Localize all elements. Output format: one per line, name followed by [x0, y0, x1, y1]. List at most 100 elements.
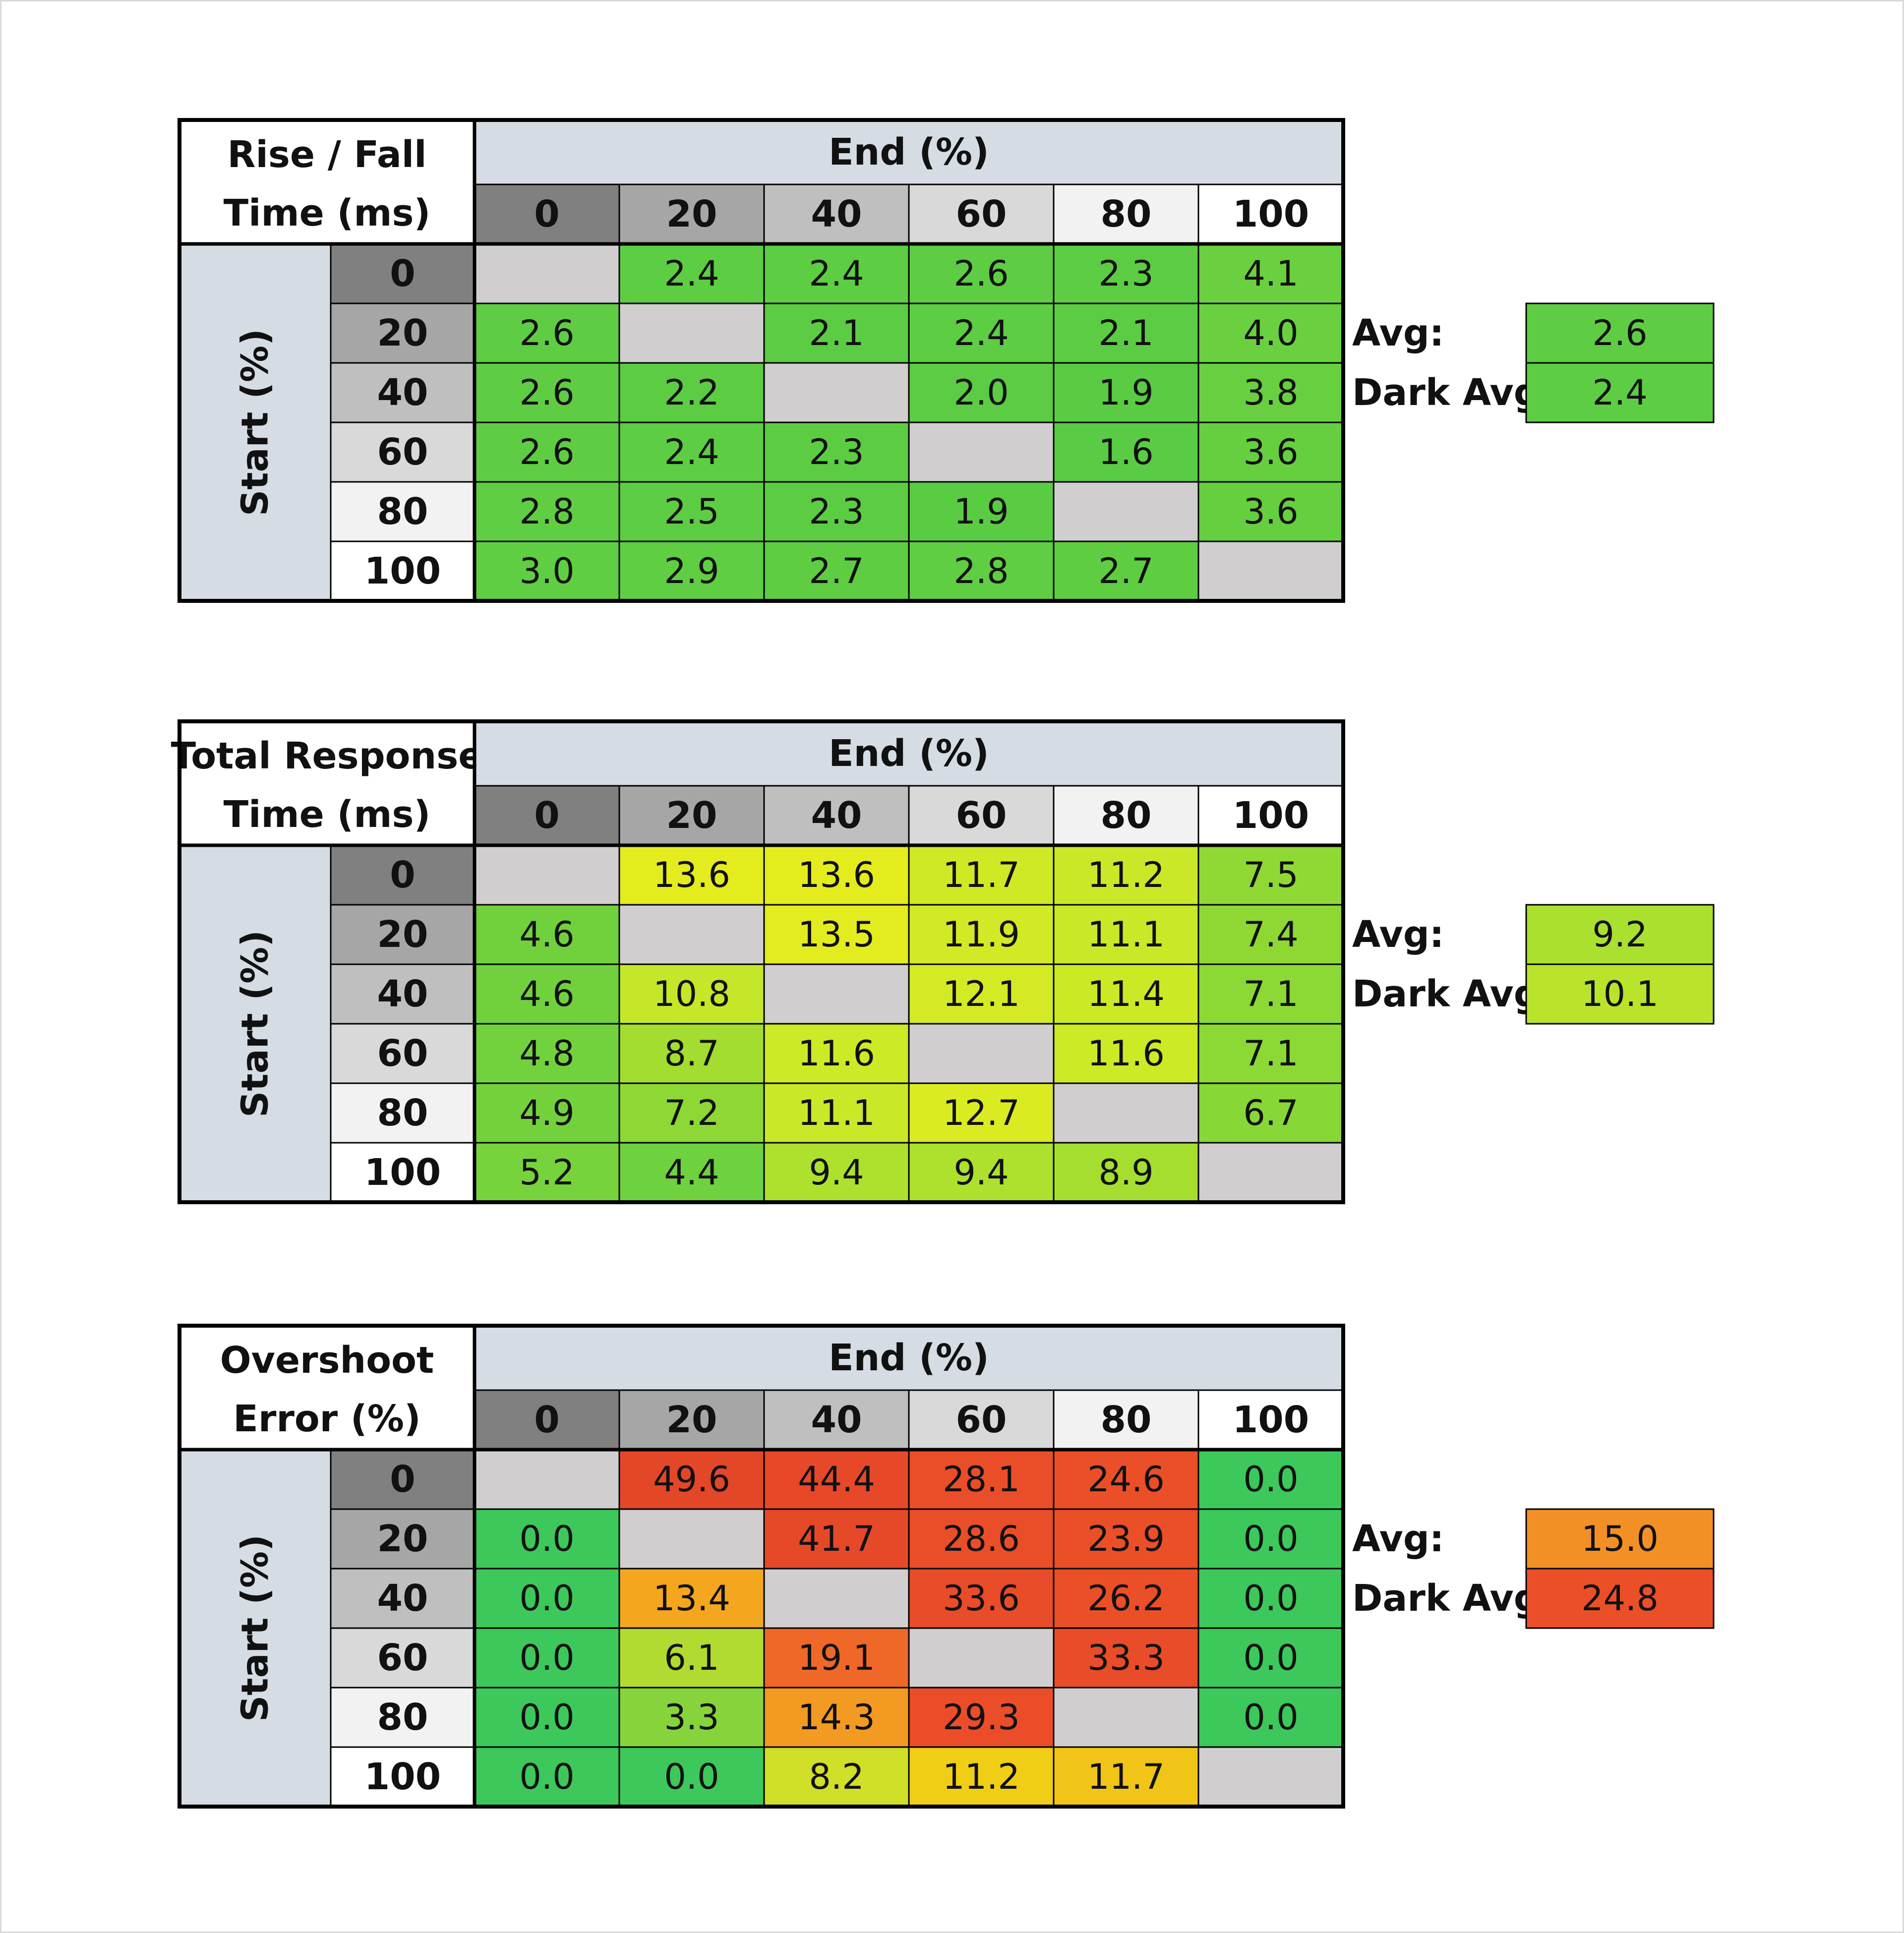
heatmap-cell [618, 302, 765, 364]
table-border [178, 719, 1345, 1204]
heatmap-cell [474, 1687, 620, 1748]
column-header-label: 60 [956, 193, 1007, 235]
row-header-label: 80 [377, 1092, 428, 1134]
heatmap-cell [908, 1687, 1055, 1748]
cell-value: 2.5 [664, 491, 719, 532]
dark-avg-value-box [1525, 362, 1715, 423]
heatmap-cell [618, 1746, 765, 1808]
heatmap-cell [763, 1568, 910, 1629]
column-header [1053, 785, 1199, 846]
cell-value: 11.1 [798, 1093, 875, 1133]
row-header-label: 60 [377, 1637, 428, 1679]
column-header-label: 20 [666, 193, 717, 235]
heatmap-cell [618, 540, 765, 602]
heatmap-cell [1053, 904, 1199, 965]
cell-value: 0.0 [664, 1757, 719, 1797]
avg-value: 15.0 [1581, 1519, 1659, 1559]
heatmap-cell [1197, 362, 1344, 423]
heatmap-cell [1197, 1082, 1344, 1144]
cell-value: 3.0 [519, 551, 574, 591]
heatmap-cell [1197, 1142, 1344, 1203]
row-header-label: 100 [364, 1756, 441, 1798]
dark-avg-value-box [1525, 1568, 1715, 1629]
heatmap-cell [1197, 1023, 1344, 1084]
heatmap-cell [908, 1082, 1055, 1144]
heatmap-cell [618, 1687, 765, 1748]
heatmap-cell [1197, 963, 1344, 1025]
cell-value: 1.6 [1098, 432, 1153, 472]
row-header-label: 20 [377, 913, 428, 956]
heatmap-cell [908, 1508, 1055, 1570]
cell-value: 33.3 [1087, 1638, 1165, 1678]
heatmap-cell [1053, 1568, 1199, 1629]
cell-value: 7.1 [1243, 974, 1298, 1014]
column-header-label: 40 [811, 794, 862, 837]
row-header [330, 1023, 476, 1084]
cell-value: 4.6 [519, 914, 574, 955]
cell-value: 14.3 [798, 1697, 875, 1738]
column-header-label: 20 [666, 1399, 717, 1441]
heatmap-cell [618, 1508, 765, 1570]
heatmap-cell [474, 1023, 620, 1084]
table-title-line: Overshoot [220, 1339, 434, 1382]
cell-value: 11.2 [943, 1757, 1020, 1797]
row-header-label: 40 [377, 973, 428, 1015]
dark-avg-value: 2.4 [1592, 372, 1647, 413]
heatmap-cell [474, 481, 620, 542]
heatmap-cell [1197, 1746, 1344, 1808]
dark-avg-label: Dark Avg: [1352, 371, 1554, 414]
heatmap-cell [1197, 302, 1344, 364]
column-header [1197, 1389, 1344, 1451]
start-axis-band [178, 243, 332, 602]
heatmap-cell [1053, 362, 1199, 423]
cell-value: 49.6 [653, 1459, 730, 1500]
avg-value-box [1525, 904, 1715, 965]
heatmap-cell [1053, 1082, 1199, 1144]
cell-value: 9.4 [953, 1152, 1009, 1193]
heatmap-cell [908, 540, 1055, 602]
avg-value: 9.2 [1592, 914, 1647, 955]
column-header [618, 183, 765, 245]
cell-value: 0.0 [519, 1519, 574, 1559]
cell-value: 7.2 [664, 1093, 719, 1133]
table-title-line: Total Response [171, 735, 483, 777]
heatmap-cell [618, 904, 765, 965]
avg-label: Avg: [1352, 1518, 1444, 1560]
row-header [330, 243, 476, 304]
heatmap-cell [474, 243, 620, 304]
cell-value: 4.8 [519, 1033, 574, 1074]
avg-label: Avg: [1352, 312, 1444, 354]
heatmap-cell [763, 1449, 910, 1510]
heatmap-table-2: Total Response Time (ms) End (%) 0 20 40 60 80 1… [171, 719, 1715, 1204]
cell-value: 11.7 [943, 855, 1020, 895]
heatmap-cell [618, 1627, 765, 1689]
heatmap-cell [1053, 1687, 1199, 1748]
table-border [178, 1324, 1345, 1809]
row-header-label: 60 [377, 431, 428, 473]
table-title-line: Rise / Fall [227, 133, 426, 176]
cell-value: 13.6 [798, 855, 875, 895]
cell-value: 3.6 [1243, 491, 1298, 532]
row-header-label: 40 [377, 1577, 428, 1620]
row-header [330, 540, 476, 602]
row-header-label: 80 [377, 1696, 428, 1739]
heatmap-cell [1053, 243, 1199, 304]
cell-value: 28.6 [943, 1519, 1020, 1559]
heatmap-cell [474, 1082, 620, 1144]
column-header-label: 40 [811, 193, 862, 235]
heatmap-cell [1197, 481, 1344, 542]
heatmap-cell [474, 302, 620, 364]
heatmap-cell [1053, 421, 1199, 483]
heatmap-cell [1197, 904, 1344, 965]
cell-value: 6.1 [664, 1638, 719, 1678]
column-header-label: 0 [534, 1399, 560, 1441]
cell-value: 12.1 [943, 974, 1020, 1014]
start-axis-label: Start (%) [234, 930, 277, 1117]
cell-value: 13.6 [653, 855, 730, 895]
heatmap-cell [1053, 963, 1199, 1025]
heatmap-table-1: Rise / Fall Time (ms) End (%) 0 20 40 60 80 100 S… [178, 118, 1715, 603]
cell-value: 2.6 [953, 253, 1009, 294]
heatmap-cell [1197, 540, 1344, 602]
row-header [330, 302, 476, 364]
row-header [330, 1508, 476, 1570]
